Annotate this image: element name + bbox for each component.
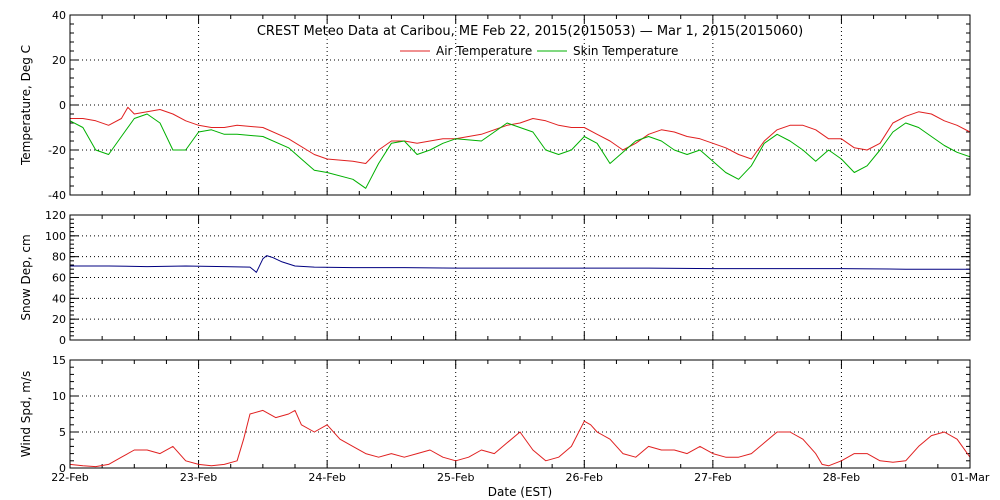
x-tick-label: 25-Feb (437, 471, 474, 484)
panel-1: 0 20 40 60 80 100 120 Snow Dep, cm (19, 209, 971, 347)
y-tick-label: -40 (48, 189, 66, 202)
y-axis-label: Wind Spd, m/s (19, 371, 33, 457)
x-tick-label: 24-Feb (308, 471, 345, 484)
panels: -40 -20 0 20 40 Temperature, Deg C 0 20 40 60 80 10… (19, 9, 990, 484)
legend: Air Temperature Skin Temperature (400, 44, 678, 58)
x-tick-label: 26-Feb (566, 471, 603, 484)
y-tick-label: 0 (59, 334, 66, 347)
plot-frame (69, 359, 971, 469)
y-tick-label: 0 (59, 99, 66, 112)
series-line-0-0 (70, 106, 970, 164)
plot-frame (69, 14, 971, 196)
series-line-0-1 (70, 113, 970, 189)
y-tick-label: 40 (52, 9, 66, 22)
panel-0: -40 -20 0 20 40 Temperature, Deg C (19, 9, 971, 202)
panel-2: 0 5 10 15 Wind Spd, m/s (19, 354, 971, 475)
x-axis-label: Date (EST) (488, 485, 552, 499)
y-axis-label: Snow Dep, cm (19, 234, 33, 320)
y-tick-label: 60 (52, 272, 66, 285)
y-tick-label: 80 (52, 251, 66, 264)
series-line-2-0 (70, 409, 970, 468)
plot-frame (69, 214, 971, 341)
y-tick-label: 20 (52, 313, 66, 326)
legend-label: Skin Temperature (573, 44, 678, 58)
y-tick-label: 0 (59, 462, 66, 475)
x-tick-label: 22-Feb (51, 471, 88, 484)
y-axis-label: Temperature, Deg C (19, 45, 33, 166)
y-tick-label: 15 (52, 354, 66, 367)
chart-title: CREST Meteo Data at Caribou, ME Feb 22, … (257, 24, 803, 39)
series-line-1-0 (70, 255, 970, 273)
y-tick-label: 10 (52, 390, 66, 403)
legend-label: Air Temperature (436, 44, 532, 58)
y-tick-label: 120 (45, 209, 66, 222)
y-tick-label: 20 (52, 54, 66, 67)
x-tick-label: 01-Mar (951, 471, 990, 484)
y-tick-label: 40 (52, 292, 66, 305)
x-tick-label: 27-Feb (694, 471, 731, 484)
x-tick-label: 23-Feb (180, 471, 217, 484)
y-tick-label: 5 (59, 426, 66, 439)
y-tick-label: -20 (48, 144, 66, 157)
x-tick-label: 28-Feb (823, 471, 860, 484)
y-tick-label: 100 (45, 230, 66, 243)
